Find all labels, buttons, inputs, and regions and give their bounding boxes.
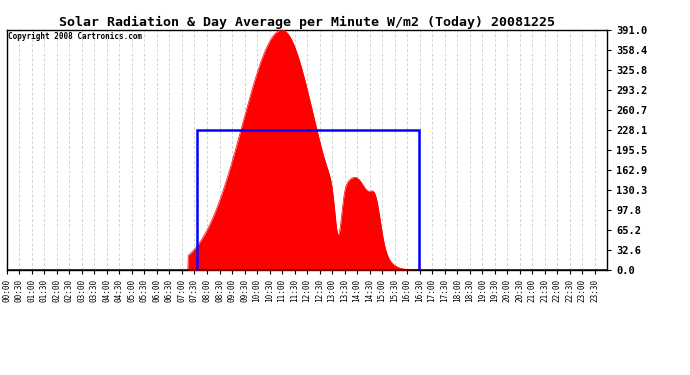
- Bar: [197, 130, 419, 270]
- Text: Copyright 2008 Cartronics.com: Copyright 2008 Cartronics.com: [8, 32, 142, 41]
- Title: Solar Radiation & Day Average per Minute W/m2 (Today) 20081225: Solar Radiation & Day Average per Minute…: [59, 16, 555, 29]
